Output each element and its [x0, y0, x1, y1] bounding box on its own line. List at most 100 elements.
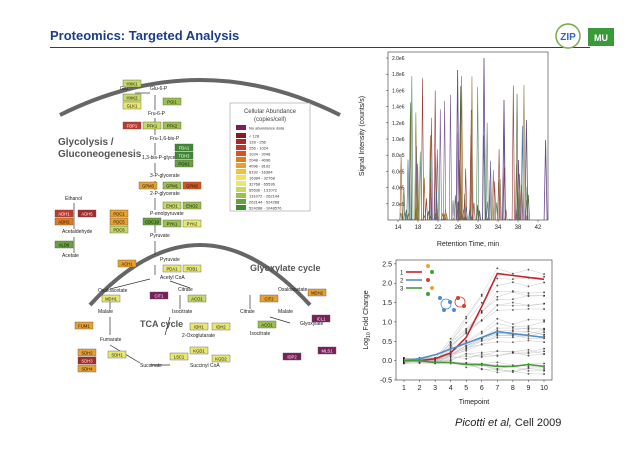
metabolite-label: Oxaloacetate	[98, 288, 128, 294]
timecourse-legend-label: 1	[400, 271, 404, 277]
enzyme-box: FBA1	[174, 143, 194, 152]
background-point	[543, 273, 545, 275]
enzyme-label: ENO1	[166, 203, 178, 208]
background-point	[543, 308, 545, 310]
timecourse-legend-label: 3	[400, 287, 404, 293]
legend-bin-label: 1024 - 2048	[249, 151, 271, 156]
enzyme-label: FBA1	[179, 145, 190, 150]
chromatogram-peak	[497, 149, 501, 221]
timecourse-xtick-label: 10	[540, 385, 548, 392]
enzyme-label: LSC1	[174, 354, 185, 359]
enzyme-box: IDH1	[189, 322, 209, 331]
enzyme-label: ICL1	[317, 316, 327, 321]
enzyme-box: GLK1	[122, 101, 142, 110]
enzyme-label: IDH2	[216, 324, 226, 329]
enzyme-label: PGK1	[178, 161, 190, 166]
chromatogram-ytick-label: 2.0e5	[392, 202, 405, 208]
chromatogram-ytick-label: 8.0e5	[392, 153, 405, 159]
chromatogram-peak	[428, 183, 432, 221]
chromatogram-peak	[476, 87, 480, 221]
enzyme-label: PDC6	[113, 227, 125, 232]
chromatogram-peak	[418, 151, 422, 221]
timecourse-xtick-label: 1	[402, 385, 406, 392]
metabolite-label: Acetyl CoA	[160, 275, 185, 281]
timecourse-ytick-label: -0.5	[380, 378, 392, 385]
enzyme-label: IDP2	[287, 354, 297, 359]
mu-logo-text: MU	[594, 33, 608, 43]
enzyme-label: CIT2	[264, 296, 274, 301]
enzyme-box: PDC6	[109, 225, 129, 234]
timecourse-xtick-label: 6	[480, 385, 484, 392]
timecourse-ytick-label: 0.5	[382, 339, 392, 346]
enzyme-box: GPM1	[162, 181, 182, 190]
metabolite-label: Malate	[98, 309, 113, 315]
metabolite-label: Glu	[120, 86, 128, 92]
timecourse-xtick-label: 7	[495, 385, 499, 392]
legend-swatch	[236, 205, 246, 210]
legend-swatch	[236, 175, 246, 180]
enzyme-label: ALD6	[59, 242, 70, 247]
chromatogram-ylabel: Signal Intensity (counts/s)	[359, 96, 366, 176]
chromatogram-peak	[406, 159, 410, 221]
metabolite-label: Succinate	[140, 363, 162, 369]
enzyme-label: HXK2	[127, 95, 139, 100]
metabolite-label: Pyruvate	[150, 233, 170, 239]
chromatogram-xtick-label: 14	[395, 225, 402, 231]
legend-title-1: Cellular Abundance	[244, 109, 297, 115]
enzyme-label: HXK1	[127, 81, 139, 86]
legend-title-2: (copies/cell)	[254, 117, 286, 123]
timecourse-ytick-label: 2.5	[382, 261, 392, 268]
chromatogram-xlabel: Retention Time, min	[437, 241, 499, 248]
enzyme-box: HXK1	[122, 79, 142, 88]
chromatogram-peak	[469, 215, 473, 221]
chromatogram-peak	[459, 86, 463, 221]
chromatogram-peak	[461, 209, 465, 221]
legend-bin-label: 524288 - 1048576	[249, 205, 282, 210]
background-point	[543, 328, 545, 331]
enzyme-box: SDH2	[77, 348, 97, 357]
enzyme-label: FUM1	[78, 323, 90, 328]
metabolite-label: Citrate	[240, 309, 255, 315]
pathway-arrow	[109, 278, 151, 290]
section-tca-label: TCA cycle	[140, 319, 183, 329]
metabolic-pathway-diagram: Glu Glu-6-P Fru-6-P Fru-1,6-bis-P 1,3-bis-P-…	[54, 78, 341, 373]
timecourse-xtick-label: 2	[418, 385, 422, 392]
chromatogram-peak	[443, 100, 447, 221]
metabolite-label: Ethanol	[65, 196, 82, 202]
enzyme-box: CIT1	[149, 291, 169, 300]
chromatogram-peak	[487, 218, 491, 221]
enzyme-label: PFK1	[147, 123, 158, 128]
enzyme-label: TDH3	[179, 153, 191, 158]
legend-swatch	[236, 145, 246, 150]
legend-swatch	[236, 169, 246, 174]
chromatogram-peak	[415, 167, 419, 221]
enzyme-box: SDH1	[107, 350, 127, 359]
enzyme-label: MLS1	[322, 348, 334, 353]
enzyme-label: KGD2	[215, 356, 227, 361]
legend-swatch	[236, 133, 246, 138]
enzyme-box: ACO1	[257, 320, 277, 329]
enzyme-box: LSC1	[169, 352, 189, 361]
background-point	[543, 302, 545, 305]
enzyme-box: FBP1	[122, 121, 142, 130]
chromatogram-peak	[482, 57, 486, 221]
metabolite-label: Pyruvate	[160, 257, 180, 263]
chromatogram-peak	[424, 198, 428, 221]
legend-swatch	[236, 181, 246, 186]
background-point	[543, 373, 545, 375]
legend-swatch	[236, 163, 246, 168]
chromatogram-xtick-label: 34	[495, 225, 502, 231]
enzyme-box: SDH4	[77, 364, 97, 373]
background-point	[403, 357, 405, 359]
enzyme-label: ENO2	[186, 203, 198, 208]
timecourse-xtick-label: 9	[526, 385, 530, 392]
enzyme-label: MDH1	[105, 296, 118, 301]
chromatogram-peak	[452, 217, 455, 221]
chromatogram-peak	[489, 160, 493, 221]
pathway-arrow	[169, 280, 191, 289]
legend-swatch	[236, 151, 246, 156]
legend-swatch	[236, 157, 246, 162]
enzyme-box: MDH2	[307, 288, 327, 297]
timecourse-ytick-label: 2.0	[382, 281, 392, 288]
legend-bin-label: 131072 - 262144	[249, 193, 280, 198]
